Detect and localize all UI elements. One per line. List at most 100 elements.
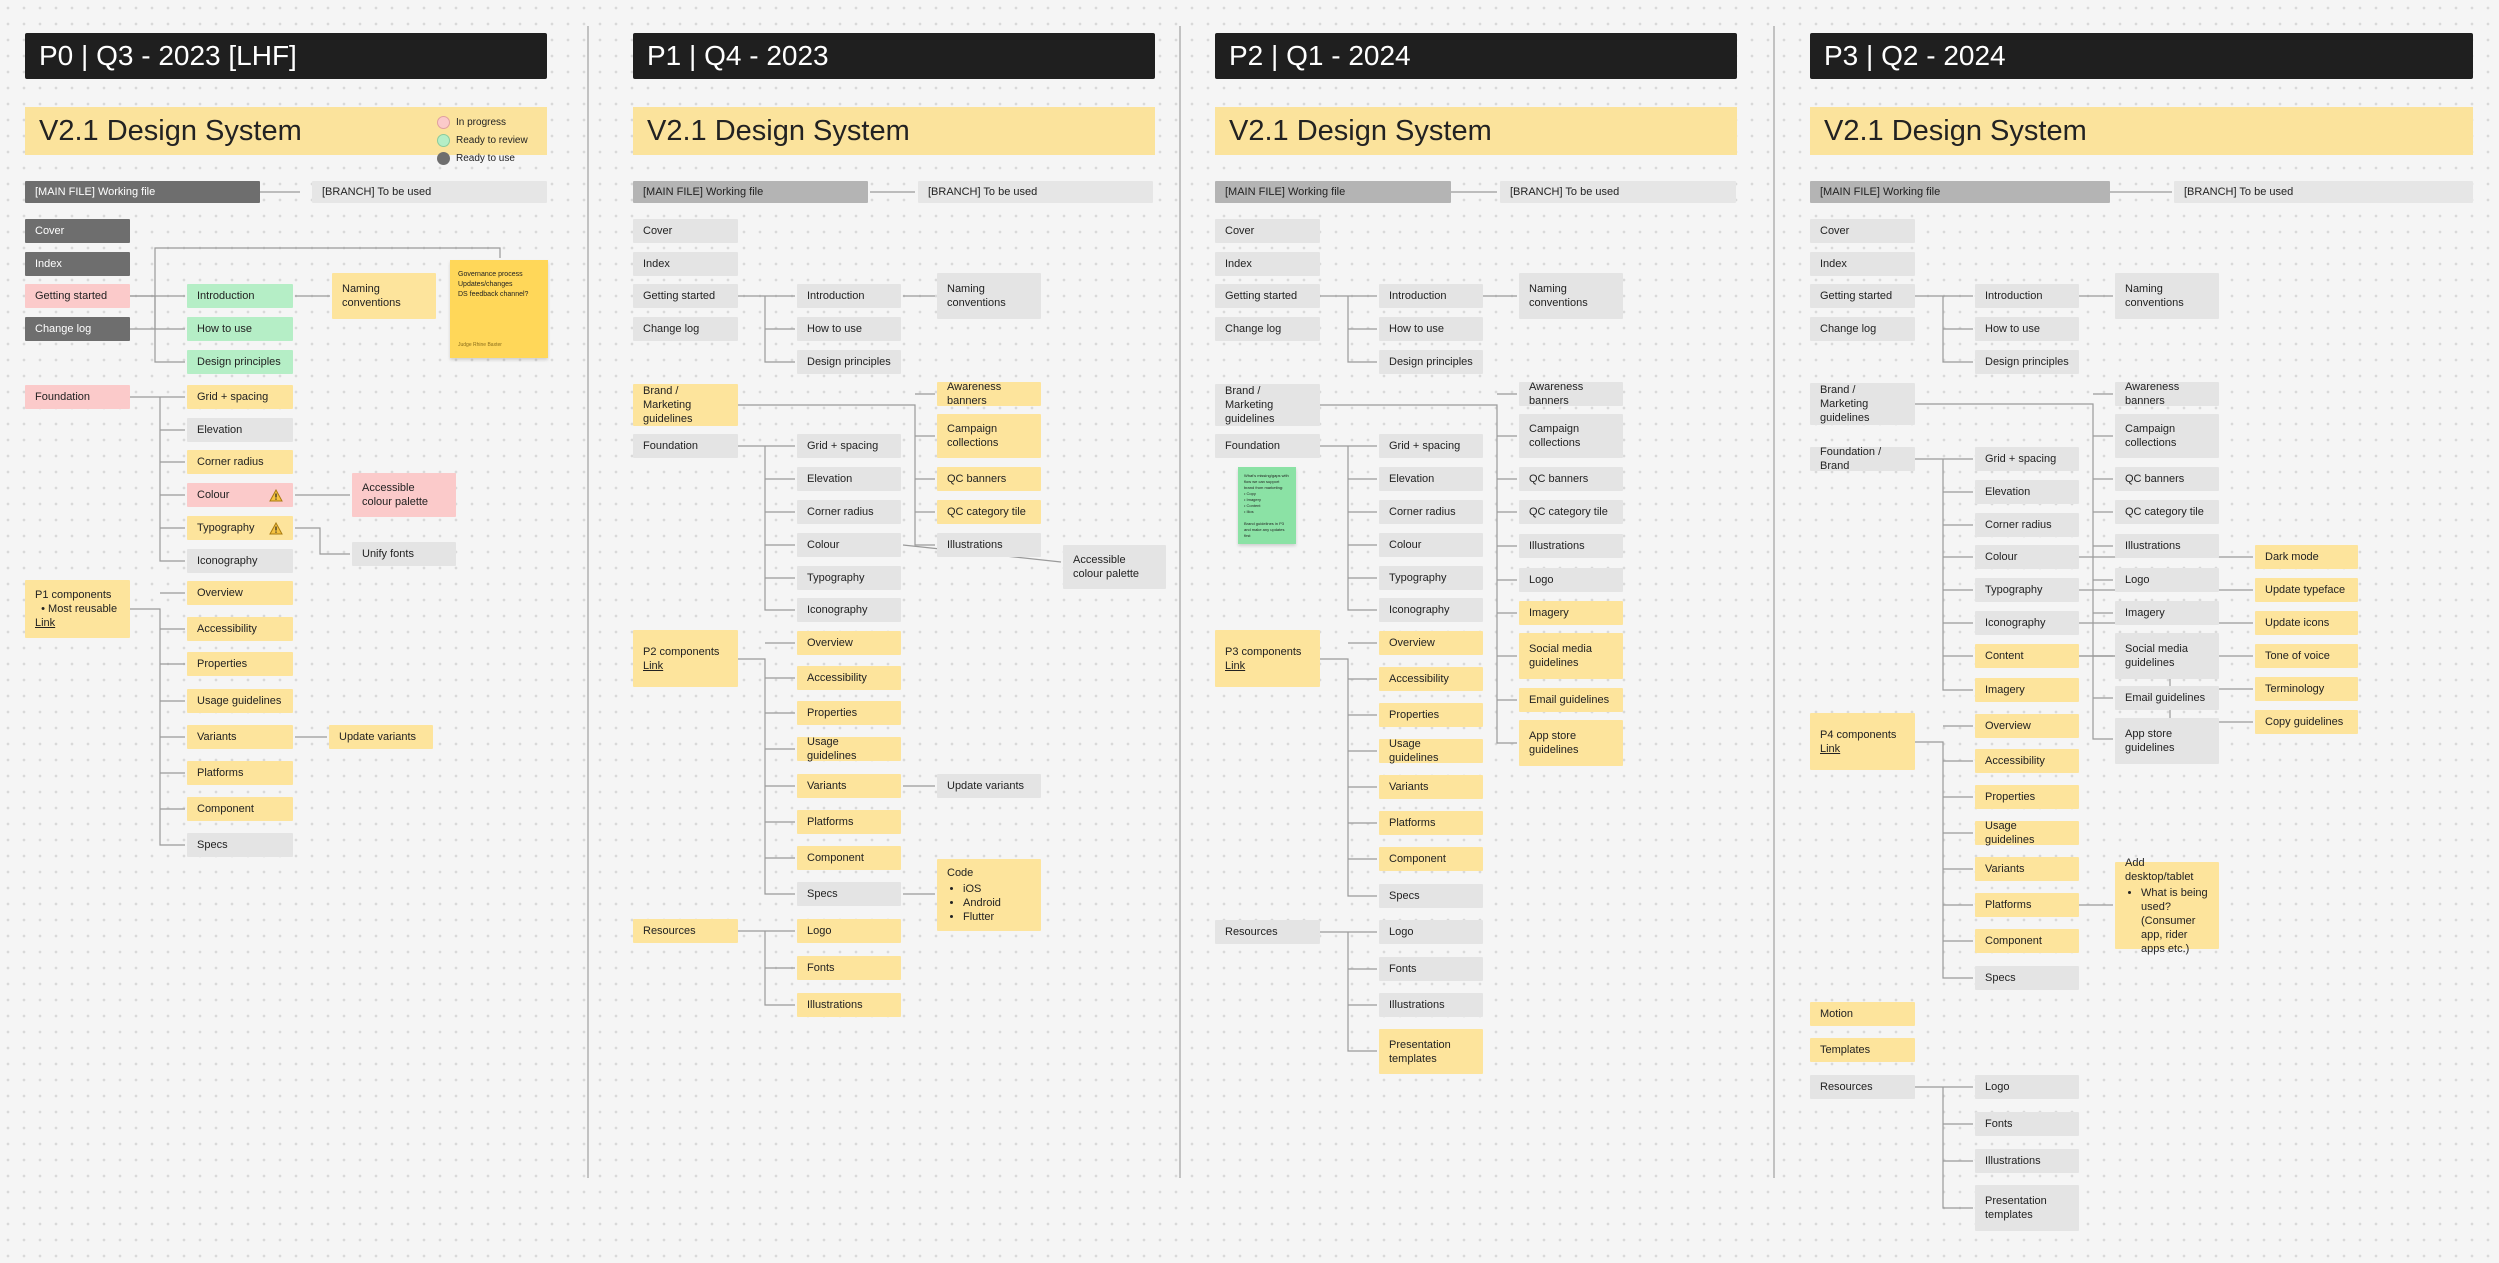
- node-illustrations[interactable]: Illustrations: [2115, 534, 2219, 558]
- node-campaign-collections[interactable]: Campaign collections: [2115, 414, 2219, 458]
- node-component[interactable]: Component: [1379, 847, 1483, 871]
- node-accessible-colour[interactable]: Accessible colour palette: [352, 473, 456, 517]
- node-accessibility[interactable]: Accessibility: [1975, 749, 2079, 773]
- node-p1-components[interactable]: P1 components • Most reusable Link: [25, 580, 130, 638]
- node-elevation[interactable]: Elevation: [1379, 467, 1483, 491]
- node-imagery-brand[interactable]: Imagery: [2115, 601, 2219, 625]
- node-qc-category-tile[interactable]: QC category tile: [937, 500, 1041, 524]
- node-awareness-banners[interactable]: Awareness banners: [2115, 381, 2219, 407]
- node-design-principles[interactable]: Design principles: [1379, 350, 1483, 374]
- node-qc-category-tile[interactable]: QC category tile: [1519, 500, 1623, 524]
- node-design-principles[interactable]: Design principles: [1975, 350, 2079, 374]
- node-accessibility[interactable]: Accessibility: [187, 617, 293, 641]
- sticky-note[interactable]: Governance process Updates/changes DS fe…: [450, 260, 548, 358]
- node-typography[interactable]: Typography: [1379, 566, 1483, 590]
- node-colour[interactable]: Colour: [1975, 545, 2079, 569]
- node-social-media[interactable]: Social media guidelines: [2115, 633, 2219, 679]
- node-iconography[interactable]: Iconography: [1975, 611, 2079, 635]
- node-foundation[interactable]: Foundation: [633, 434, 738, 458]
- node-elevation[interactable]: Elevation: [797, 467, 901, 491]
- node-presentation-templates[interactable]: Presentation templates: [1379, 1029, 1483, 1074]
- node-qc-banners[interactable]: QC banners: [937, 467, 1041, 491]
- node-iconography[interactable]: Iconography: [797, 598, 901, 622]
- node-component[interactable]: Component: [1975, 929, 2079, 953]
- node-fonts[interactable]: Fonts: [797, 956, 901, 980]
- node-getting-started[interactable]: Getting started: [633, 284, 738, 308]
- node-code[interactable]: Code iOS Android Flutter: [937, 859, 1041, 931]
- components-link[interactable]: Link: [1225, 659, 1246, 672]
- node-p4-components[interactable]: P4 components Link: [1810, 713, 1915, 770]
- node-terminology[interactable]: Terminology: [2255, 677, 2358, 701]
- node-variants[interactable]: Variants: [187, 725, 293, 749]
- branch-node[interactable]: [BRANCH] To be used: [2174, 181, 2473, 203]
- node-variants[interactable]: Variants: [1975, 857, 2079, 881]
- node-getting-started[interactable]: Getting started: [1215, 284, 1320, 308]
- node-how-to-use[interactable]: How to use: [1379, 317, 1483, 341]
- node-properties[interactable]: Properties: [187, 652, 293, 676]
- node-res-illustrations[interactable]: Illustrations: [797, 993, 901, 1017]
- node-foundation-brand[interactable]: Foundation / Brand: [1810, 446, 1915, 472]
- node-logo-brand[interactable]: Logo: [2115, 568, 2219, 592]
- node-change-log[interactable]: Change log: [25, 317, 130, 341]
- sticky-note[interactable]: What's missing/gaps with flow we can sup…: [1238, 467, 1296, 544]
- node-index[interactable]: Index: [633, 252, 738, 276]
- node-cover[interactable]: Cover: [1810, 219, 1915, 243]
- node-variants[interactable]: Variants: [1379, 775, 1483, 799]
- node-corner-radius[interactable]: Corner radius: [187, 450, 293, 474]
- components-link[interactable]: Link: [1820, 742, 1841, 755]
- node-properties[interactable]: Properties: [797, 701, 901, 725]
- node-specs[interactable]: Specs: [187, 833, 293, 857]
- main-file-node[interactable]: [MAIN FILE] Working file: [25, 181, 260, 203]
- main-file-node[interactable]: [MAIN FILE] Working file: [1810, 181, 2110, 203]
- node-colour[interactable]: Colour: [797, 533, 901, 557]
- node-fonts[interactable]: Fonts: [1379, 957, 1483, 981]
- node-motion[interactable]: Motion: [1810, 1002, 1915, 1026]
- node-brand-marketing[interactable]: Brand / Marketing guidelines: [1215, 384, 1320, 426]
- node-presentation-templates[interactable]: Presentation templates: [1975, 1185, 2079, 1231]
- node-qc-banners[interactable]: QC banners: [1519, 467, 1623, 491]
- node-update-variants[interactable]: Update variants: [937, 774, 1041, 798]
- node-resources[interactable]: Resources: [633, 919, 738, 943]
- node-colour[interactable]: Colour: [187, 483, 293, 507]
- node-grid-spacing[interactable]: Grid + spacing: [797, 434, 901, 458]
- node-overview[interactable]: Overview: [797, 631, 901, 655]
- node-corner-radius[interactable]: Corner radius: [797, 500, 901, 524]
- node-update-icons[interactable]: Update icons: [2255, 611, 2358, 635]
- node-introduction[interactable]: Introduction: [187, 284, 293, 308]
- node-typography[interactable]: Typography: [1975, 578, 2079, 602]
- node-dark-mode[interactable]: Dark mode: [2255, 545, 2358, 569]
- node-component[interactable]: Component: [797, 846, 901, 870]
- node-update-variants[interactable]: Update variants: [329, 725, 433, 749]
- node-p3-components[interactable]: P3 components Link: [1215, 630, 1320, 687]
- node-component[interactable]: Component: [187, 797, 293, 821]
- node-index[interactable]: Index: [1215, 252, 1320, 276]
- node-overview[interactable]: Overview: [1379, 631, 1483, 655]
- node-p2-components[interactable]: P2 components Link: [633, 630, 738, 687]
- node-iconography[interactable]: Iconography: [187, 549, 293, 573]
- node-app-store[interactable]: App store guidelines: [1519, 720, 1623, 766]
- node-usage-guidelines[interactable]: Usage guidelines: [187, 689, 293, 713]
- node-accessible-colour[interactable]: Accessible colour palette: [1063, 545, 1166, 589]
- node-corner-radius[interactable]: Corner radius: [1379, 500, 1483, 524]
- branch-node[interactable]: [BRANCH] To be used: [312, 181, 547, 203]
- node-res-illustrations[interactable]: Illustrations: [1975, 1149, 2079, 1173]
- node-colour[interactable]: Colour: [1379, 533, 1483, 557]
- node-logo[interactable]: Logo: [797, 919, 901, 943]
- node-foundation[interactable]: Foundation: [25, 385, 130, 409]
- node-properties[interactable]: Properties: [1975, 785, 2079, 809]
- node-naming-conventions[interactable]: Naming conventions: [332, 273, 436, 319]
- node-introduction[interactable]: Introduction: [1379, 284, 1483, 308]
- node-overview[interactable]: Overview: [1975, 714, 2079, 738]
- components-link[interactable]: Link: [643, 659, 664, 672]
- node-index[interactable]: Index: [1810, 252, 1915, 276]
- node-design-principles[interactable]: Design principles: [187, 350, 293, 374]
- node-campaign-collections[interactable]: Campaign collections: [1519, 414, 1623, 458]
- node-campaign-collections[interactable]: Campaign collections: [937, 414, 1041, 458]
- node-add-desktop[interactable]: Add desktop/tablet What is being used? (…: [2115, 857, 2219, 955]
- node-awareness-banners[interactable]: Awareness banners: [937, 381, 1041, 407]
- node-typography[interactable]: Typography: [797, 566, 901, 590]
- branch-node[interactable]: [BRANCH] To be used: [1500, 181, 1736, 203]
- node-cover[interactable]: Cover: [633, 219, 738, 243]
- node-change-log[interactable]: Change log: [633, 317, 738, 341]
- node-tone-of-voice[interactable]: Tone of voice: [2255, 644, 2358, 668]
